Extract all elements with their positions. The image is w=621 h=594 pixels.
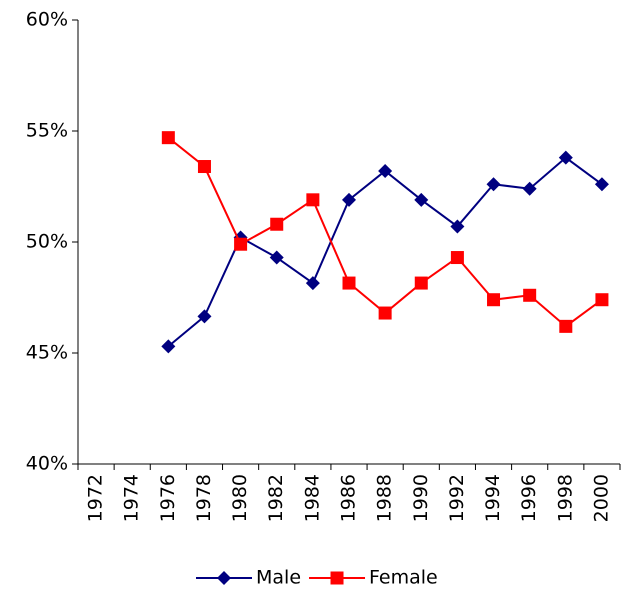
data-point [594, 177, 609, 192]
y-tick-label: 40% [26, 453, 68, 475]
data-point [558, 150, 573, 165]
x-tick-label: 1994 [482, 474, 504, 522]
x-tick-label: 1998 [554, 474, 576, 522]
data-point [414, 192, 429, 207]
data-point [197, 160, 211, 174]
data-point [269, 250, 284, 265]
data-point [523, 288, 537, 302]
x-tick-label: 1996 [518, 474, 540, 522]
data-point [559, 319, 573, 333]
y-tick-label: 55% [26, 120, 68, 142]
data-point [306, 193, 320, 207]
x-tick-label: 1974 [121, 474, 143, 522]
data-point [486, 177, 501, 192]
x-tick-label: 2000 [590, 474, 612, 522]
data-point [305, 276, 320, 291]
data-point [414, 276, 428, 290]
data-point [197, 309, 212, 324]
legend-label: Male [256, 567, 301, 589]
data-point [234, 237, 248, 251]
data-point [378, 163, 393, 178]
x-tick-label: 1990 [410, 474, 432, 522]
data-point [342, 276, 356, 290]
legend-marker [330, 571, 344, 585]
y-tick-label: 60% [26, 9, 68, 31]
x-tick-label: 1984 [301, 474, 323, 522]
x-tick-label: 1988 [374, 474, 396, 522]
data-point [161, 131, 175, 145]
y-tick-label: 45% [26, 342, 68, 364]
data-point [270, 217, 284, 231]
legend-marker [217, 571, 231, 585]
data-point [342, 192, 356, 207]
data-point [450, 219, 465, 234]
x-tick-label: 1982 [265, 474, 287, 522]
data-point [487, 293, 501, 307]
y-tick-label: 50% [26, 231, 68, 253]
legend: Male Female [196, 567, 438, 589]
data-point [595, 293, 609, 307]
data-point [378, 306, 392, 320]
x-tick-label: 1986 [338, 474, 360, 522]
data-point [450, 251, 464, 265]
legend-label: Female [369, 567, 438, 589]
data-point [161, 339, 176, 354]
x-tick-label: 1992 [446, 474, 468, 522]
x-tick-label: 1976 [157, 474, 179, 522]
data-point [522, 181, 537, 196]
x-tick-label: 1980 [229, 474, 251, 522]
x-tick-label: 1972 [85, 474, 107, 522]
x-tick-label: 1978 [193, 474, 215, 522]
